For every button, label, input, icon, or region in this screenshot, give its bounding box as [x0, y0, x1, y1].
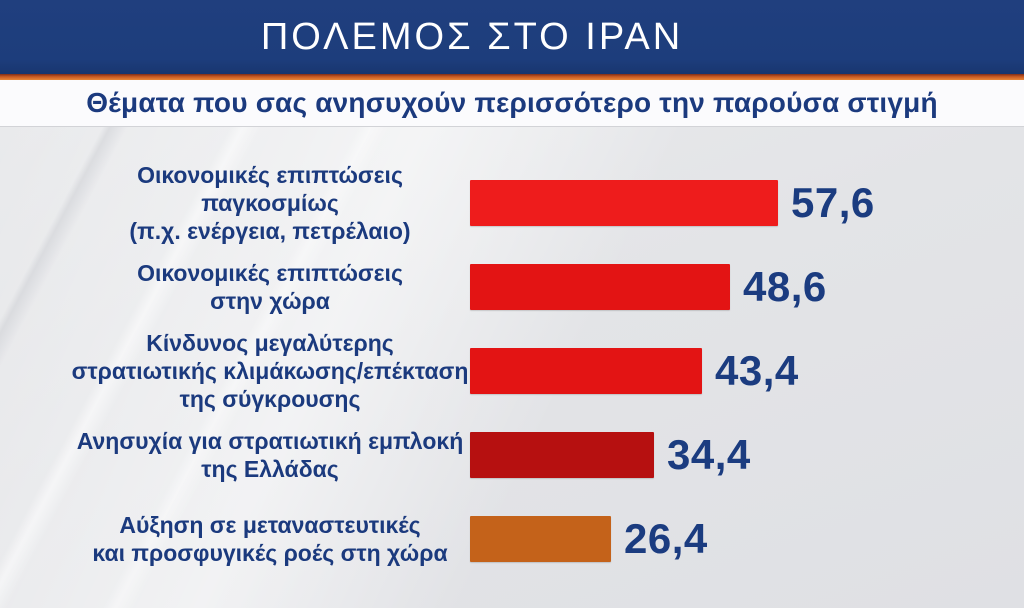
chart-question-title: Θέματα που σας ανησυχούν περισσότερο την… — [86, 87, 938, 118]
bar — [470, 264, 730, 310]
value-label: 26,4 — [624, 515, 708, 562]
bar-chart: Οικονομικές επιπτώσεις παγκοσμίως (π.χ. … — [0, 161, 1024, 581]
category-label: Οικονομικές επιπτώσεις στην χώρα — [137, 260, 403, 314]
value-label: 34,4 — [667, 431, 751, 478]
subtitle-strip: Θέματα που σας ανησυχούν περισσότερο την… — [0, 80, 1024, 126]
category-label: Οικονομικές επιπτώσεις παγκοσμίως (π.χ. … — [129, 162, 411, 244]
page-title: ΠΟΛΕΜΟΣ ΣΤΟ ΙΡΑΝ — [260, 15, 684, 58]
bar — [470, 432, 654, 478]
category-label: Κίνδυνος μεγαλύτερης στρατιωτικής κλιμάκ… — [71, 330, 469, 412]
bar — [470, 180, 778, 226]
value-label: 48,6 — [743, 263, 827, 310]
value-label: 43,4 — [715, 347, 799, 394]
bar-track: 34,4 — [470, 431, 1024, 479]
chart-row: Οικονομικές επιπτώσεις στην χώρα 48,6 — [0, 245, 1024, 329]
accent-divider — [0, 74, 1024, 80]
header-bar: ΠΟΛΕΜΟΣ ΣΤΟ ΙΡΑΝ — [0, 0, 1024, 74]
bar — [470, 348, 702, 394]
bar — [470, 516, 611, 562]
chart-row: Αύξηση σε μεταναστευτικές και προσφυγικέ… — [0, 497, 1024, 581]
bar-track: 57,6 — [470, 179, 1024, 227]
chart-row: Οικονομικές επιπτώσεις παγκοσμίως (π.χ. … — [0, 161, 1024, 245]
category-label: Ανησυχία για στρατιωτική εμπλοκή της Ελλ… — [76, 428, 464, 482]
chart-row: Κίνδυνος μεγαλύτερης στρατιωτικής κλιμάκ… — [0, 329, 1024, 413]
chart-row: Ανησυχία για στρατιωτική εμπλοκή της Ελλ… — [0, 413, 1024, 497]
bar-track: 43,4 — [470, 347, 1024, 395]
value-label: 57,6 — [791, 179, 875, 226]
chart-area: Οικονομικές επιπτώσεις παγκοσμίως (π.χ. … — [0, 126, 1024, 608]
bar-track: 26,4 — [470, 515, 1024, 563]
bar-track: 48,6 — [470, 263, 1024, 311]
category-label: Αύξηση σε μεταναστευτικές και προσφυγικέ… — [92, 512, 448, 566]
